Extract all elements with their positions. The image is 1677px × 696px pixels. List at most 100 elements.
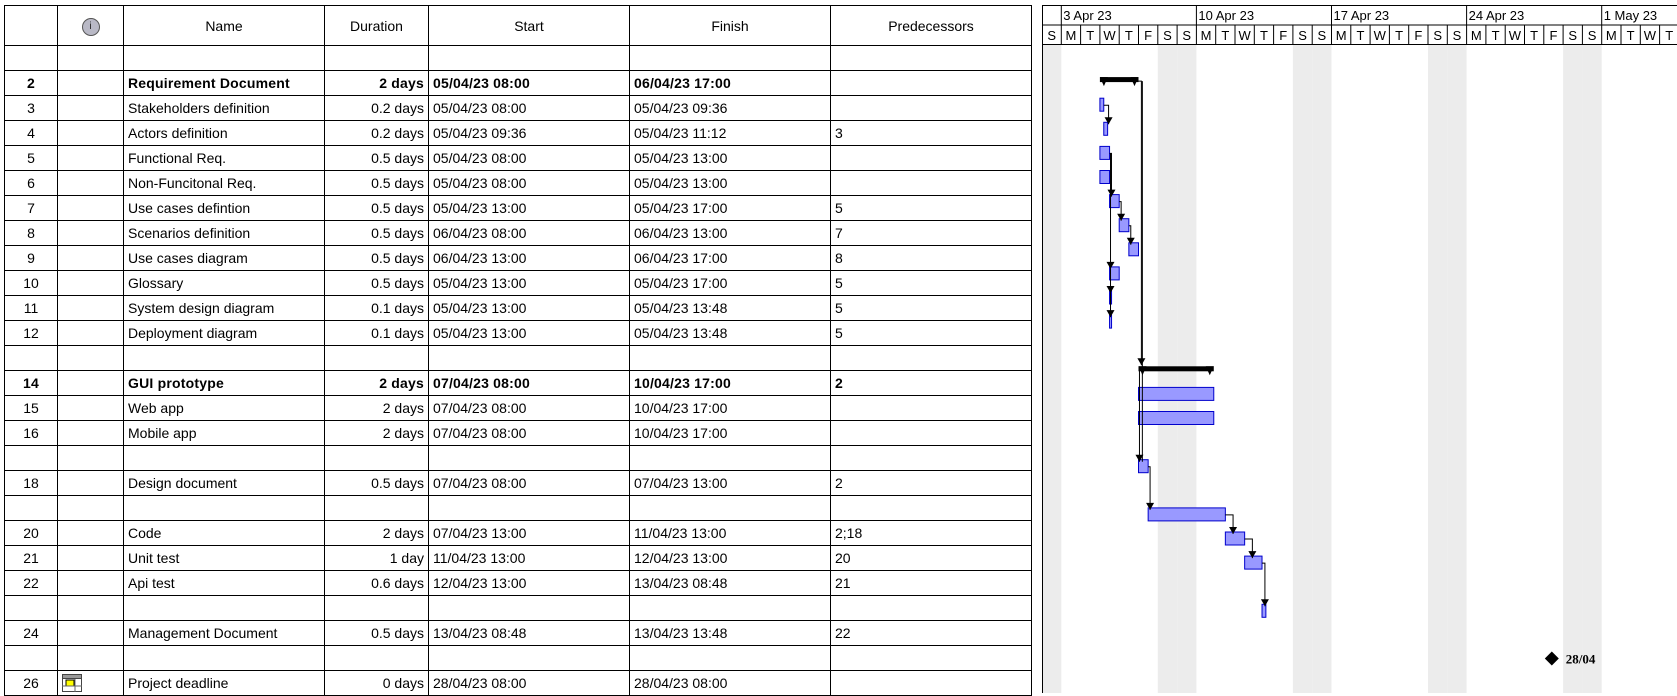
task-finish-cell[interactable]: 05/04/23 09:36 bbox=[629, 95, 831, 121]
start-column-header[interactable]: Start bbox=[428, 5, 630, 46]
task-finish-cell[interactable]: 28/04/23 08:00 bbox=[629, 670, 831, 696]
indicator-cell[interactable] bbox=[57, 445, 124, 471]
task-name-cell[interactable]: Project deadline bbox=[123, 670, 325, 696]
task-id-cell[interactable]: 3 bbox=[4, 95, 58, 121]
task-finish-cell[interactable]: 13/04/23 08:48 bbox=[629, 570, 831, 596]
task-duration-cell[interactable]: 0.5 days bbox=[324, 195, 429, 221]
task-name-cell[interactable]: Api test bbox=[123, 570, 325, 596]
indicator-cell[interactable] bbox=[57, 345, 124, 371]
indicator-cell[interactable] bbox=[57, 195, 124, 221]
indicator-cell[interactable] bbox=[57, 495, 124, 521]
task-start-cell[interactable] bbox=[428, 345, 630, 371]
indicator-cell[interactable] bbox=[57, 320, 124, 346]
task-predecessors-cell[interactable]: 5 bbox=[830, 270, 1032, 296]
task-id-cell[interactable]: 5 bbox=[4, 145, 58, 171]
task-duration-cell[interactable]: 0.2 days bbox=[324, 95, 429, 121]
task-finish-cell[interactable]: 05/04/23 17:00 bbox=[629, 195, 831, 221]
indicator-cell[interactable] bbox=[57, 95, 124, 121]
task-finish-cell[interactable]: 06/04/23 13:00 bbox=[629, 220, 831, 246]
task-id-cell[interactable]: 9 bbox=[4, 245, 58, 271]
task-finish-cell[interactable] bbox=[629, 495, 831, 521]
task-predecessors-cell[interactable] bbox=[830, 645, 1032, 671]
task-name-cell[interactable]: Design document bbox=[123, 470, 325, 496]
task-predecessors-cell[interactable] bbox=[830, 45, 1032, 71]
task-start-cell[interactable]: 12/04/23 13:00 bbox=[428, 570, 630, 596]
indicator-cell[interactable] bbox=[57, 145, 124, 171]
task-finish-cell[interactable]: 05/04/23 13:00 bbox=[629, 170, 831, 196]
task-row[interactable]: 20 Code 2 days 07/04/23 13:00 11/04/23 13:00… bbox=[4, 520, 1032, 546]
task-row[interactable]: 12 Deployment diagram 0.1 days 05/04/23 13:… bbox=[4, 320, 1032, 346]
task-id-cell[interactable]: 14 bbox=[4, 370, 58, 396]
task-start-cell[interactable]: 07/04/23 13:00 bbox=[428, 520, 630, 546]
task-name-cell[interactable]: GUI prototype bbox=[123, 370, 325, 396]
task-id-cell[interactable]: 16 bbox=[4, 420, 58, 446]
task-row[interactable]: 3 Stakeholders definition 0.2 days 05/04/23… bbox=[4, 95, 1032, 121]
indicator-cell[interactable] bbox=[57, 395, 124, 421]
task-start-cell[interactable] bbox=[428, 595, 630, 621]
task-name-cell[interactable]: Glossary bbox=[123, 270, 325, 296]
task-row[interactable]: 21 Unit test 1 day 11/04/23 13:00 12/04/23 1… bbox=[4, 545, 1032, 571]
task-name-cell[interactable] bbox=[123, 45, 325, 71]
task-start-cell[interactable] bbox=[428, 45, 630, 71]
task-duration-cell[interactable] bbox=[324, 645, 429, 671]
indicator-cell[interactable] bbox=[57, 220, 124, 246]
task-finish-cell[interactable] bbox=[629, 345, 831, 371]
task-id-cell[interactable]: 26 bbox=[4, 670, 58, 696]
task-duration-cell[interactable]: 0.1 days bbox=[324, 295, 429, 321]
task-predecessors-cell[interactable]: 8 bbox=[830, 245, 1032, 271]
task-start-cell[interactable]: 07/04/23 08:00 bbox=[428, 395, 630, 421]
task-finish-cell[interactable]: 05/04/23 13:48 bbox=[629, 295, 831, 321]
task-name-cell[interactable]: Non-Funcitonal Req. bbox=[123, 170, 325, 196]
task-id-cell[interactable] bbox=[4, 595, 58, 621]
task-name-cell[interactable]: Mobile app bbox=[123, 420, 325, 446]
task-duration-cell[interactable] bbox=[324, 495, 429, 521]
indicator-cell[interactable] bbox=[57, 70, 124, 96]
task-name-cell[interactable] bbox=[123, 595, 325, 621]
indicator-cell[interactable] bbox=[57, 295, 124, 321]
blank-row[interactable] bbox=[4, 445, 1032, 471]
task-duration-cell[interactable]: 2 days bbox=[324, 70, 429, 96]
blank-row[interactable] bbox=[4, 45, 1032, 71]
task-row[interactable]: 4 Actors definition 0.2 days 05/04/23 09:36… bbox=[4, 120, 1032, 146]
task-finish-cell[interactable]: 05/04/23 13:00 bbox=[629, 145, 831, 171]
task-id-cell[interactable]: 10 bbox=[4, 270, 58, 296]
blank-row[interactable] bbox=[4, 595, 1032, 621]
task-duration-cell[interactable]: 0.5 days bbox=[324, 220, 429, 246]
task-name-cell[interactable]: Stakeholders definition bbox=[123, 95, 325, 121]
task-row[interactable]: 18 Design document 0.5 days 07/04/23 08:00 0… bbox=[4, 470, 1032, 496]
indicator-cell[interactable] bbox=[57, 170, 124, 196]
task-name-cell[interactable]: Management Document bbox=[123, 620, 325, 646]
task-predecessors-cell[interactable]: 22 bbox=[830, 620, 1032, 646]
task-duration-cell[interactable]: 0.5 days bbox=[324, 620, 429, 646]
indicator-cell[interactable] bbox=[57, 645, 124, 671]
task-finish-cell[interactable]: 07/04/23 13:00 bbox=[629, 470, 831, 496]
task-name-cell[interactable]: Use cases diagram bbox=[123, 245, 325, 271]
task-name-cell[interactable]: Code bbox=[123, 520, 325, 546]
duration-column-header[interactable]: Duration bbox=[324, 5, 429, 46]
task-row[interactable]: 10 Glossary 0.5 days 05/04/23 13:00 05/04/23… bbox=[4, 270, 1032, 296]
task-id-cell[interactable] bbox=[4, 45, 58, 71]
task-row[interactable]: 2 Requirement Document 2 days 05/04/23 08:0… bbox=[4, 70, 1032, 96]
task-id-cell[interactable]: 20 bbox=[4, 520, 58, 546]
task-predecessors-cell[interactable] bbox=[830, 445, 1032, 471]
indicator-cell[interactable] bbox=[57, 520, 124, 546]
task-row[interactable]: 7 Use cases defintion 0.5 days 05/04/23 13:… bbox=[4, 195, 1032, 221]
indicator-cell[interactable] bbox=[57, 595, 124, 621]
task-row[interactable]: 5 Functional Req. 0.5 days 05/04/23 08:00 05… bbox=[4, 145, 1032, 171]
task-row[interactable]: 16 Mobile app 2 days 07/04/23 08:00 10/04/23… bbox=[4, 420, 1032, 446]
task-duration-cell[interactable]: 0 days bbox=[324, 670, 429, 696]
task-start-cell[interactable]: 07/04/23 08:00 bbox=[428, 470, 630, 496]
task-name-cell[interactable] bbox=[123, 495, 325, 521]
task-start-cell[interactable]: 05/04/23 08:00 bbox=[428, 95, 630, 121]
task-duration-cell[interactable]: 0.5 days bbox=[324, 170, 429, 196]
task-start-cell[interactable]: 05/04/23 08:00 bbox=[428, 170, 630, 196]
task-finish-cell[interactable]: 10/04/23 17:00 bbox=[629, 370, 831, 396]
indicator-cell[interactable] bbox=[57, 270, 124, 296]
task-row[interactable]: 24 Management Document 0.5 days 13/04/23 08… bbox=[4, 620, 1032, 646]
task-row[interactable]: 9 Use cases diagram 0.5 days 06/04/23 13:00… bbox=[4, 245, 1032, 271]
task-start-cell[interactable]: 28/04/23 08:00 bbox=[428, 670, 630, 696]
task-duration-cell[interactable]: 0.5 days bbox=[324, 145, 429, 171]
task-finish-cell[interactable]: 05/04/23 11:12 bbox=[629, 120, 831, 146]
task-predecessors-cell[interactable]: 5 bbox=[830, 295, 1032, 321]
task-finish-cell[interactable]: 05/04/23 13:48 bbox=[629, 320, 831, 346]
